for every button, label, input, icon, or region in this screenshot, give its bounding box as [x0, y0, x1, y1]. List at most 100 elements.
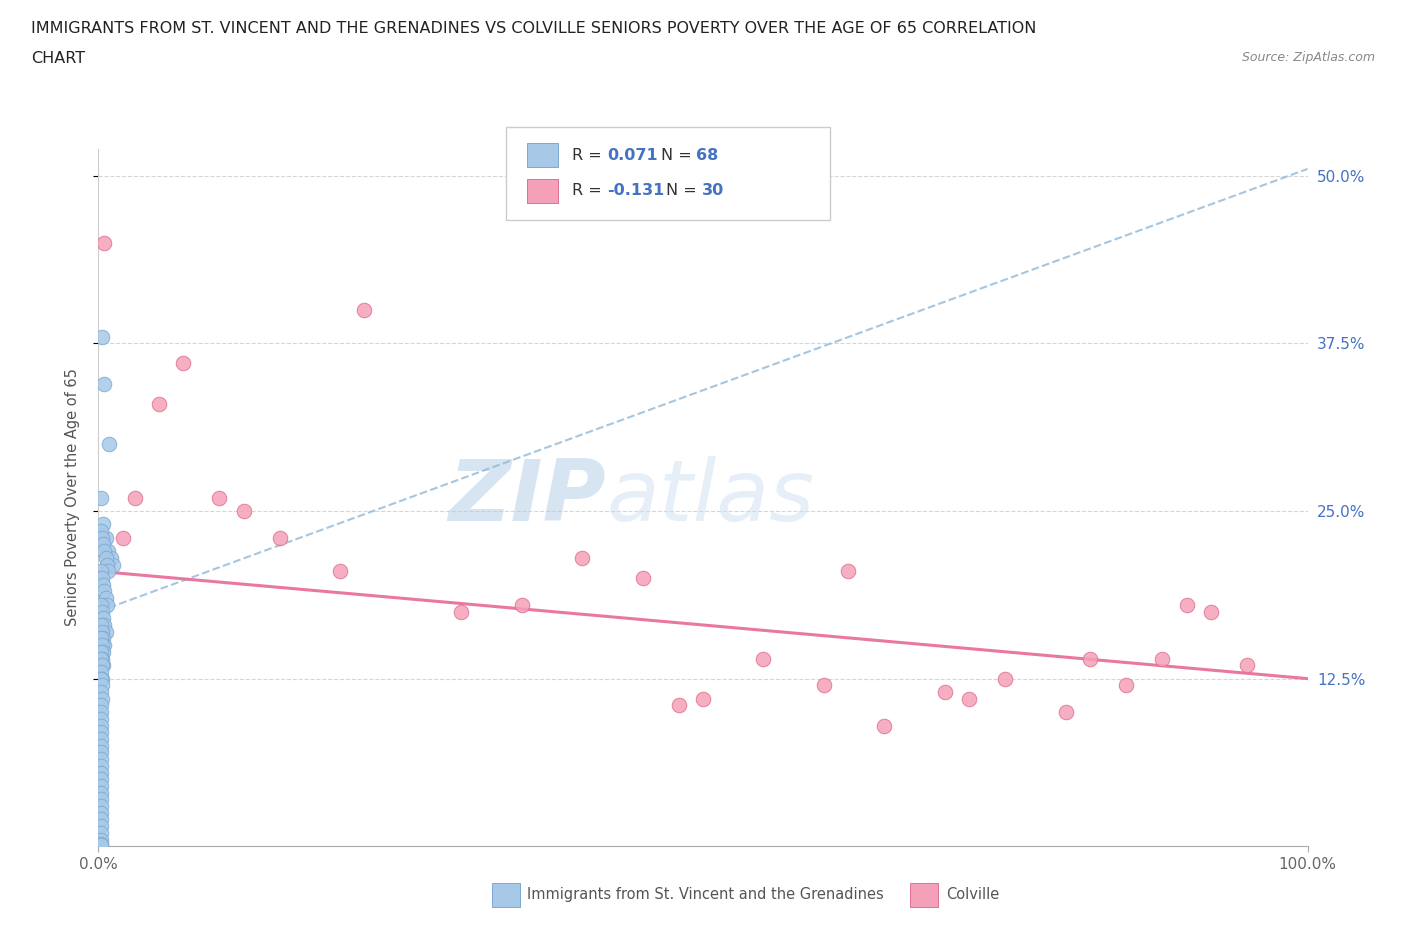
Point: [91, 578, 114, 592]
Point: [93, 376, 115, 391]
Point: [91, 624, 114, 639]
Point: [994, 671, 1017, 686]
Point: [813, 678, 835, 693]
Point: [90, 724, 112, 739]
Point: [692, 691, 714, 706]
Point: [90, 631, 112, 645]
Point: [90, 826, 112, 841]
Text: 68: 68: [696, 148, 718, 163]
Point: [329, 564, 352, 578]
Point: [631, 571, 654, 586]
Point: [510, 597, 533, 612]
Point: [91, 638, 114, 653]
Point: [91, 644, 114, 659]
Point: [93, 544, 115, 559]
Point: [90, 524, 112, 538]
Point: [90, 490, 112, 505]
Point: [450, 604, 472, 619]
Point: [90, 745, 112, 760]
Point: [91, 631, 114, 645]
Point: [934, 684, 956, 699]
Point: [90, 671, 112, 686]
Point: [1115, 678, 1137, 693]
Point: [91, 671, 114, 686]
Point: [1078, 651, 1101, 666]
Point: [90, 705, 112, 720]
Point: [90, 805, 112, 820]
Point: [172, 356, 194, 371]
Point: [90, 738, 112, 753]
Point: [90, 597, 112, 612]
Text: 30: 30: [702, 183, 724, 198]
Point: [1199, 604, 1222, 619]
Text: Source: ZipAtlas.com: Source: ZipAtlas.com: [1241, 51, 1375, 64]
Point: [353, 302, 375, 317]
Point: [93, 618, 115, 632]
Point: [91, 691, 114, 706]
Point: [1236, 658, 1258, 672]
Point: [90, 812, 112, 827]
Point: [91, 658, 114, 672]
Y-axis label: Seniors Poverty Over the Age of 65: Seniors Poverty Over the Age of 65: [65, 368, 80, 627]
Point: [90, 718, 112, 733]
Text: -0.131: -0.131: [607, 183, 665, 198]
Point: [90, 564, 112, 578]
Text: R =: R =: [572, 183, 607, 198]
Point: [90, 778, 112, 793]
Point: [90, 836, 112, 851]
Point: [96, 597, 118, 612]
Point: [91, 611, 114, 626]
Point: [94, 551, 117, 565]
Point: [97, 544, 120, 559]
Point: [98, 436, 121, 451]
Point: [90, 772, 112, 787]
Point: [91, 329, 114, 344]
Text: ZIP: ZIP: [449, 456, 606, 539]
Point: [90, 618, 112, 632]
Point: [148, 396, 170, 411]
Point: [232, 503, 254, 518]
Point: [837, 564, 859, 578]
Point: [90, 711, 112, 726]
Point: [571, 551, 593, 565]
Text: N =: N =: [666, 183, 703, 198]
Point: [124, 490, 146, 505]
Point: [90, 665, 112, 680]
Text: CHART: CHART: [31, 51, 84, 66]
Point: [91, 651, 114, 666]
Point: [94, 530, 117, 545]
Point: [90, 732, 112, 747]
Point: [1054, 705, 1077, 720]
Text: Colville: Colville: [946, 887, 1000, 902]
Point: [91, 658, 114, 672]
Point: [90, 785, 112, 800]
Point: [101, 557, 124, 572]
Point: [93, 638, 115, 653]
Point: [96, 557, 118, 572]
Point: [90, 818, 112, 833]
Point: [668, 698, 690, 713]
Point: [93, 584, 115, 599]
Text: IMMIGRANTS FROM ST. VINCENT AND THE GRENADINES VS COLVILLE SENIORS POVERTY OVER : IMMIGRANTS FROM ST. VINCENT AND THE GREN…: [31, 21, 1036, 36]
Point: [91, 571, 114, 586]
Point: [90, 644, 112, 659]
Point: [90, 651, 112, 666]
Point: [957, 691, 980, 706]
Point: [94, 591, 117, 605]
Text: N =: N =: [661, 148, 697, 163]
Point: [90, 799, 112, 814]
Point: [97, 564, 120, 578]
Point: [90, 684, 112, 699]
Text: R =: R =: [572, 148, 607, 163]
Point: [90, 751, 112, 766]
Text: Immigrants from St. Vincent and the Grenadines: Immigrants from St. Vincent and the Gren…: [527, 887, 884, 902]
Point: [208, 490, 231, 505]
Point: [100, 551, 122, 565]
Point: [90, 765, 112, 780]
Text: 0.071: 0.071: [607, 148, 658, 163]
Point: [91, 537, 114, 551]
Point: [90, 698, 112, 713]
Point: [752, 651, 775, 666]
Text: atlas: atlas: [606, 456, 814, 539]
Point: [90, 792, 112, 807]
